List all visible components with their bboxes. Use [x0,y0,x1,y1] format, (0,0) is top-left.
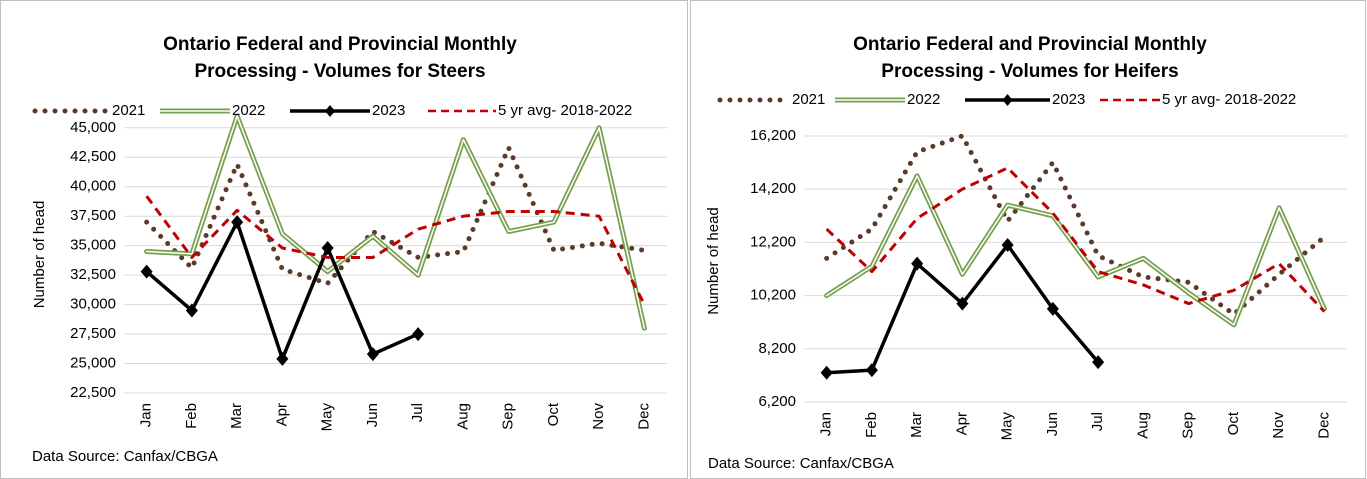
y-tick-label: 42,500 [70,148,116,165]
marker [865,363,878,378]
legend-label: 5 yr avg- 2018-2022 [1162,91,1296,108]
y-tick-label: 37,500 [70,207,116,224]
series-line [825,175,1326,326]
x-tick-label: Aug [1134,412,1151,439]
chart: Ontario Federal and Provincial Monthly Pr… [705,34,1347,472]
x-tick-label: Apr [953,412,970,435]
y-tick-label: 25,000 [70,355,116,372]
y-tick-label: 8,200 [758,340,796,357]
x-tick-label: May [319,403,336,432]
series-line [145,115,646,329]
y-tick-label: 16,200 [750,127,796,144]
marker [1092,355,1105,370]
legend-item: 2021 [717,91,825,108]
legend-item: 2023 [965,91,1085,108]
series-line [144,145,647,286]
x-tick-label: Jan [818,412,835,436]
x-tick-label: Mar [908,412,925,438]
legend-marker [325,105,335,117]
y-axis-label: Number of head [705,207,722,315]
x-tick-label: Jul [409,403,426,422]
x-tick-label: Sep [1180,412,1197,439]
series-line [824,133,1327,317]
x-tick-label: Jun [1044,412,1061,436]
legend-label: 2021 [112,102,145,119]
y-tick-label: 10,200 [750,287,796,304]
source-note: Data Source: Canfax/CBGA [708,455,894,472]
chart-title: Ontario Federal and Provincial Monthly [163,34,517,55]
x-tick-label: Jun [364,403,381,427]
chart-title: Processing - Volumes for Heifers [881,61,1178,82]
chart-title: Ontario Federal and Provincial Monthly [853,34,1207,55]
legend-item: 2021 [32,102,145,119]
x-tick-label: Nov [590,403,607,430]
series-line [825,166,1326,313]
legend-item: 5 yr avg- 2018-2022 [1100,91,1296,108]
marker [185,303,198,318]
legend-label: 2021 [792,91,825,108]
y-tick-label: 22,500 [70,384,116,401]
marker [1001,238,1014,253]
x-tick-label: Feb [183,403,200,429]
chart: Ontario Federal and Provincial Monthly Pr… [31,34,667,465]
legend-label: 5 yr avg- 2018-2022 [498,102,632,119]
marker [412,327,425,342]
series-line [145,195,646,306]
marker [1046,301,1059,316]
x-tick-label: Dec [635,403,652,430]
legend-label: 2022 [907,91,940,108]
x-tick-label: Oct [545,402,562,426]
x-tick-label: Jul [1089,412,1106,431]
y-tick-label: 45,000 [70,119,116,136]
marker [276,351,289,366]
marker [366,347,379,362]
marker [321,241,334,256]
legend-item: 2023 [290,102,405,119]
legend-item: 5 yr avg- 2018-2022 [428,102,632,119]
x-tick-label: Sep [500,403,517,430]
y-tick-label: 6,200 [758,393,796,410]
legend-label: 2023 [1052,91,1085,108]
y-tick-label: 35,000 [70,237,116,254]
legend-marker [1002,94,1013,106]
x-tick-label: Apr [273,403,290,426]
x-tick-label: Jan [138,403,155,427]
x-tick-label: Dec [1315,412,1332,439]
x-tick-label: May [999,412,1016,441]
y-tick-label: 30,000 [70,296,116,313]
panel-border [690,0,1366,479]
panel-border [0,0,688,479]
x-tick-label: Aug [454,403,471,430]
marker [911,256,924,271]
y-tick-label: 12,200 [750,233,796,250]
x-tick-label: Feb [863,412,880,438]
y-tick-label: 14,200 [750,180,796,197]
chart-title: Processing - Volumes for Steers [194,61,485,82]
marker [820,365,833,380]
y-tick-label: 27,500 [70,325,116,342]
legend-item: 2022 [160,102,265,119]
marker [231,215,244,230]
marker [956,296,969,311]
legend-label: 2023 [372,102,405,119]
x-tick-label: Mar [228,403,245,429]
legend-item: 2022 [835,91,940,108]
y-tick-label: 32,500 [70,266,116,283]
x-tick-label: Oct [1225,411,1242,435]
x-tick-label: Nov [1270,412,1287,439]
source-note: Data Source: Canfax/CBGA [32,448,218,465]
legend-label: 2022 [232,102,265,119]
y-tick-label: 40,000 [70,178,116,195]
marker [140,264,153,279]
y-axis-label: Number of head [31,201,48,309]
